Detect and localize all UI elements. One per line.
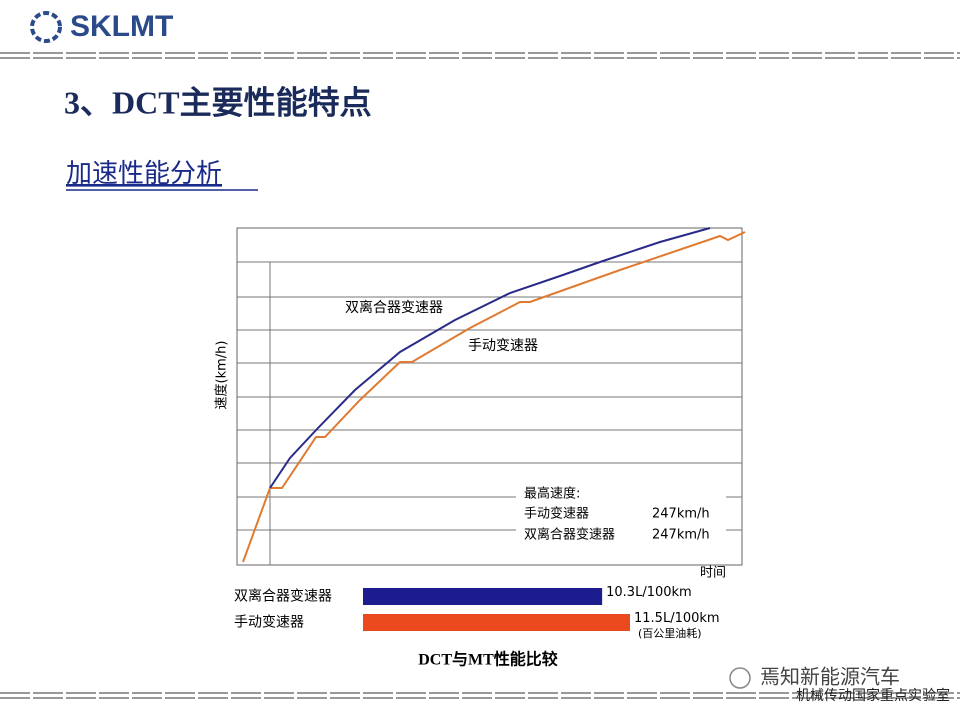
bar bbox=[363, 588, 603, 605]
mt-curve bbox=[242, 231, 746, 563]
wechat-name: 焉知新能源汽车 bbox=[760, 665, 900, 689]
category-label: 手动变速器 bbox=[234, 615, 304, 631]
dct-curve bbox=[269, 227, 711, 489]
subtitle: 加速性能分析 bbox=[66, 159, 222, 189]
legend-name: 双离合器变速器 bbox=[524, 527, 615, 543]
lab-name: 机械传动国家重点实验室 bbox=[796, 687, 950, 704]
unit-note: (百公里油耗) bbox=[638, 626, 702, 640]
y-axis-label: 速度(km/h) bbox=[214, 341, 230, 410]
legend-value: 247km/h bbox=[652, 507, 710, 522]
caption: DCT与MT性能比较 bbox=[418, 650, 558, 669]
wechat-icon bbox=[729, 667, 751, 689]
x-axis-label: 时间 bbox=[700, 566, 726, 581]
legend-value: 247km/h bbox=[652, 528, 710, 543]
value-label: 11.5L/100km bbox=[634, 611, 720, 626]
legend-name: 手动变速器 bbox=[524, 506, 589, 522]
legend-title: 最高速度: bbox=[524, 486, 580, 502]
title: 3、DCT主要性能特点 bbox=[64, 84, 372, 120]
legend-box bbox=[516, 485, 726, 550]
bar bbox=[363, 614, 630, 631]
logo-icon bbox=[30, 11, 62, 43]
logo-text: SKLMT bbox=[70, 10, 173, 43]
speed-chart: 双离合器变速器 手动变速器 速度(km/h) 时间 最高速度: 手动变速器 24… bbox=[214, 227, 746, 581]
series-label: 双离合器变速器 bbox=[345, 299, 443, 316]
grid bbox=[237, 261, 742, 565]
category-label: 双离合器变速器 bbox=[234, 588, 332, 605]
logo: SKLMT bbox=[30, 10, 173, 43]
value-label: 10.3L/100km bbox=[606, 585, 692, 600]
series-label: 手动变速器 bbox=[468, 338, 538, 354]
